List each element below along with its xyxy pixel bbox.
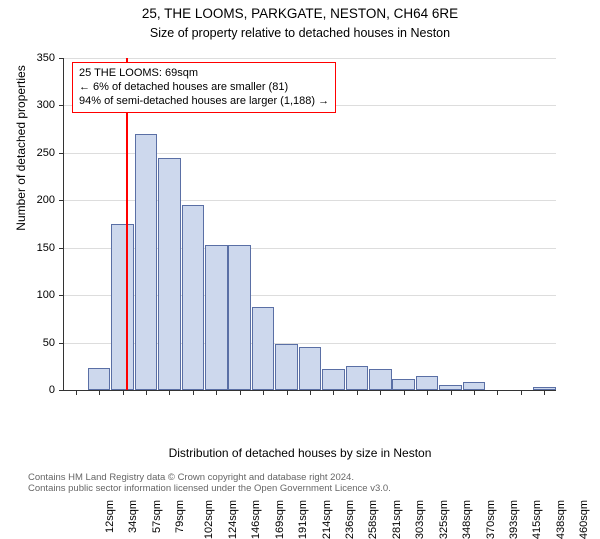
ytick-mark xyxy=(59,105,64,106)
xtick-label: 460sqm xyxy=(578,500,600,539)
bar xyxy=(182,205,204,390)
ytick-mark xyxy=(59,295,64,296)
xtick-mark xyxy=(146,390,147,395)
xtick-mark xyxy=(99,390,100,395)
bar xyxy=(392,379,414,390)
xtick-mark xyxy=(521,390,522,395)
xtick-mark xyxy=(216,390,217,395)
attribution-line: Contains public sector information licen… xyxy=(28,483,391,494)
ytick-label: 50 xyxy=(0,337,55,349)
ytick-mark xyxy=(59,153,64,154)
xtick-mark xyxy=(544,390,545,395)
xtick-mark xyxy=(169,390,170,395)
xtick-mark xyxy=(404,390,405,395)
bar xyxy=(299,347,321,390)
xtick-mark xyxy=(287,390,288,395)
xtick-mark xyxy=(263,390,264,395)
x-axis-label: Distribution of detached houses by size … xyxy=(0,446,600,460)
xtick-mark xyxy=(240,390,241,395)
ytick-mark xyxy=(59,200,64,201)
bar xyxy=(135,134,157,390)
ytick-label: 100 xyxy=(0,289,55,301)
subtitle: Size of property relative to detached ho… xyxy=(0,26,600,40)
callout-line: 25 THE LOOMS: 69sqm xyxy=(79,67,329,81)
ytick-mark xyxy=(59,58,64,59)
ytick-label: 300 xyxy=(0,99,55,111)
xtick-mark xyxy=(474,390,475,395)
xtick-mark xyxy=(380,390,381,395)
ytick-label: 0 xyxy=(0,384,55,396)
bar xyxy=(322,369,344,390)
bar xyxy=(275,344,297,390)
bar xyxy=(369,369,391,390)
xtick-mark xyxy=(357,390,358,395)
xtick-mark xyxy=(333,390,334,395)
bar xyxy=(205,245,227,390)
attribution-line: Contains HM Land Registry data © Crown c… xyxy=(28,472,391,483)
gridline xyxy=(64,58,556,59)
bar xyxy=(463,382,485,390)
ytick-label: 250 xyxy=(0,147,55,159)
xtick-mark xyxy=(497,390,498,395)
xtick-mark xyxy=(123,390,124,395)
ytick-mark xyxy=(59,343,64,344)
xtick-mark xyxy=(193,390,194,395)
xtick-mark xyxy=(76,390,77,395)
bar xyxy=(416,376,438,390)
xtick-mark xyxy=(310,390,311,395)
bar xyxy=(252,307,274,390)
ytick-label: 150 xyxy=(0,242,55,254)
ytick-mark xyxy=(59,248,64,249)
chart-container: 25, THE LOOMS, PARKGATE, NESTON, CH64 6R… xyxy=(0,0,600,500)
ytick-mark xyxy=(59,390,64,391)
title: 25, THE LOOMS, PARKGATE, NESTON, CH64 6R… xyxy=(0,6,600,21)
ytick-label: 200 xyxy=(0,194,55,206)
bar xyxy=(88,368,110,390)
callout-box: 25 THE LOOMS: 69sqm← 6% of detached hous… xyxy=(72,62,336,113)
bar xyxy=(228,245,250,390)
callout-line: 94% of semi-detached houses are larger (… xyxy=(79,95,329,109)
callout-line: ← 6% of detached houses are smaller (81) xyxy=(79,81,329,95)
ytick-label: 350 xyxy=(0,52,55,64)
bar xyxy=(111,224,133,390)
xtick-mark xyxy=(427,390,428,395)
attribution: Contains HM Land Registry data © Crown c… xyxy=(28,472,391,494)
xtick-mark xyxy=(451,390,452,395)
bar xyxy=(158,158,180,390)
bar xyxy=(346,366,368,390)
